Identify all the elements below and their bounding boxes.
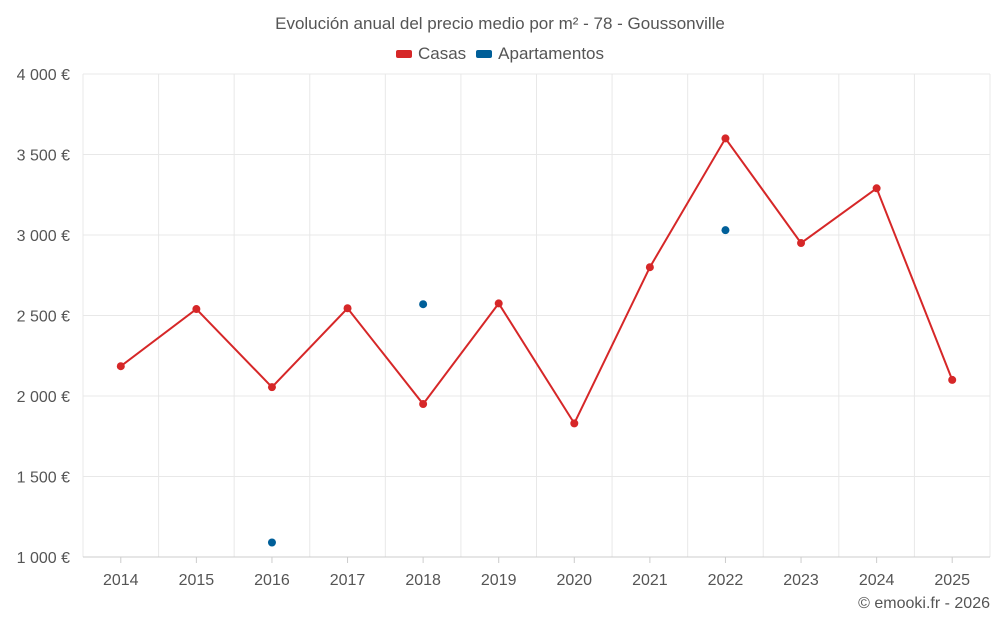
data-point-casas-2017 (343, 304, 352, 313)
data-point-casas-2024 (872, 184, 881, 193)
data-point-casas-2023 (797, 239, 806, 248)
y-tick-label: 2 500 € (17, 309, 70, 326)
x-tick-label: 2015 (179, 572, 215, 589)
x-tick-label: 2016 (254, 572, 290, 589)
credit-text: © emooki.fr - 2026 (858, 595, 990, 612)
legend-item-apartamentos[interactable]: Apartamentos (476, 44, 604, 64)
legend-swatch-casas (395, 50, 412, 58)
x-tick-label: 2018 (405, 572, 441, 589)
data-point-casas-2020 (570, 419, 579, 428)
x-tick-label: 2020 (556, 572, 592, 589)
data-point-casas-2016 (267, 383, 276, 392)
data-point-casas-2014 (116, 362, 125, 371)
x-tick-label: 2024 (859, 572, 895, 589)
data-point-casas-2018 (419, 400, 428, 409)
data-point-casas-2025 (948, 375, 957, 384)
x-tick-label: 2014 (103, 572, 139, 589)
x-tick-label: 2019 (481, 572, 517, 589)
data-point-casas-2022 (721, 134, 730, 143)
y-tick-label: 1 500 € (17, 470, 70, 487)
y-tick-label: 1 000 € (17, 550, 70, 567)
y-tick-label: 3 500 € (17, 148, 70, 165)
x-tick-label: 2021 (632, 572, 668, 589)
chart-legend: Casas Apartamentos (0, 44, 1000, 64)
legend-item-casas[interactable]: Casas (395, 44, 467, 64)
data-point-casas-2021 (645, 263, 654, 272)
x-tick-label: 2025 (934, 572, 970, 589)
data-point-casas-2019 (494, 299, 503, 308)
chart-title: Evolución anual del precio medio por m² … (275, 14, 725, 33)
x-tick-label: 2023 (783, 572, 819, 589)
series-line-casas (120, 136, 954, 426)
data-point-apartamentos-2022 (721, 226, 730, 235)
x-tick-label: 2017 (330, 572, 366, 589)
legend-label-casas: Casas (417, 44, 467, 63)
legend-swatch-apartamentos (476, 50, 493, 58)
legend-label-apartamentos: Apartamentos (498, 44, 605, 63)
x-tick-label: 2022 (708, 572, 744, 589)
data-point-apartamentos-2016 (267, 538, 276, 547)
y-tick-label: 3 000 € (17, 228, 70, 245)
y-tick-label: 4 000 € (17, 67, 70, 84)
y-tick-label: 2 000 € (17, 389, 70, 406)
data-point-apartamentos-2018 (419, 300, 428, 309)
data-point-casas-2015 (192, 305, 201, 314)
